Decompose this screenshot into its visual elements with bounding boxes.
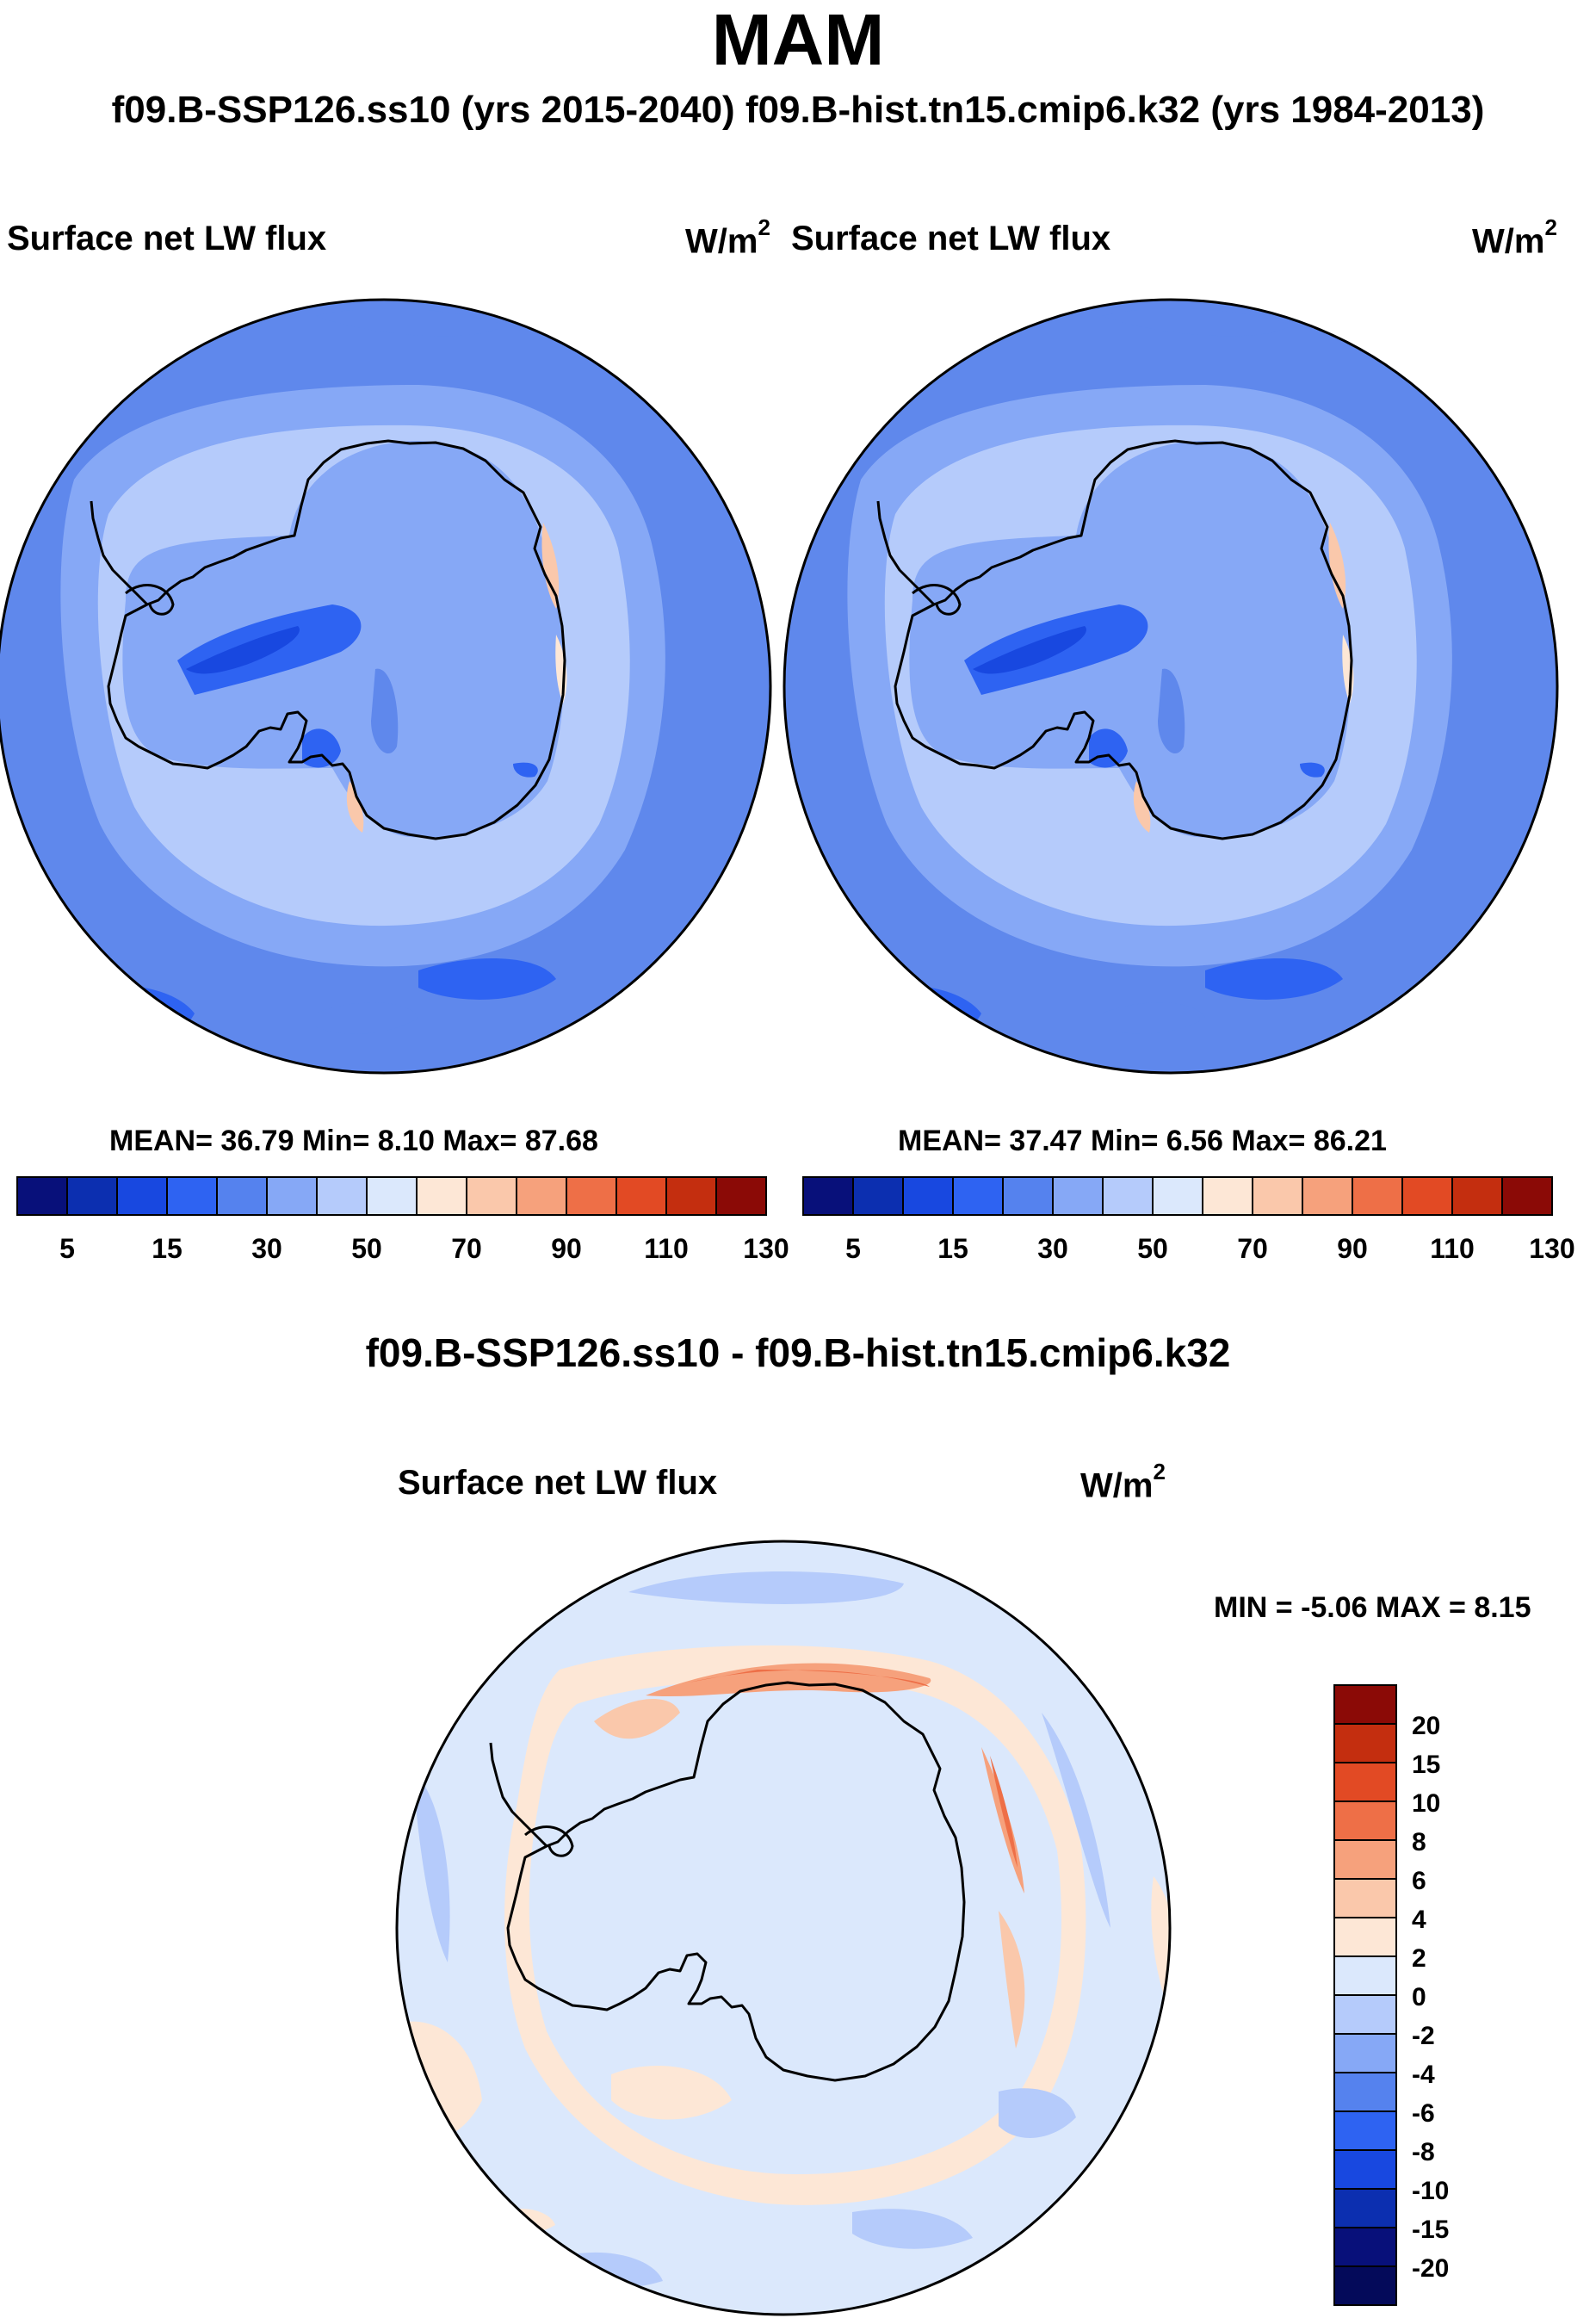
difference-colorbar-swatch-11 bbox=[1333, 2110, 1397, 2151]
difference-colorbar-swatch-1 bbox=[1333, 1723, 1397, 1763]
difference-colorbar-tick-label: 15 bbox=[1412, 1751, 1440, 1779]
difference-colorbar-tick-label: 10 bbox=[1412, 1789, 1440, 1818]
difference-colorbar-tick-label: 8 bbox=[1412, 1828, 1426, 1856]
difference-colorbar-tick-label: 2 bbox=[1412, 1944, 1426, 1973]
difference-colorbar-tick-label: -4 bbox=[1412, 2061, 1435, 2089]
difference-colorbar-tick-label: 20 bbox=[1412, 1712, 1440, 1740]
diff-variable-label: Surface net LW flux bbox=[398, 1464, 718, 1502]
panel1-units-label: W/m2 bbox=[685, 214, 770, 261]
panel2-colorbar-swatch-7 bbox=[1152, 1176, 1203, 1216]
difference-colorbar-swatch-4 bbox=[1333, 1839, 1397, 1880]
panel2-colorbar-swatch-13 bbox=[1451, 1176, 1503, 1216]
panel1-variable-label: Surface net LW flux bbox=[7, 220, 327, 257]
panel1-colorbar-swatch-6 bbox=[316, 1176, 368, 1216]
difference-colorbar-swatch-13 bbox=[1333, 2188, 1397, 2228]
difference-colorbar-tick-label: -20 bbox=[1412, 2254, 1449, 2283]
panel1-colorbar-tick-label: 50 bbox=[351, 1233, 382, 1264]
panel1-colorbar-swatch-0 bbox=[16, 1176, 68, 1216]
difference-colorbar-swatch-2 bbox=[1333, 1762, 1397, 1802]
panel1-stats: MEAN= 36.79 Min= 8.10 Max= 87.68 bbox=[109, 1125, 598, 1157]
difference-colorbar-swatch-12 bbox=[1333, 2149, 1397, 2190]
difference-title: f09.B-SSP126.ss10 - f09.B-hist.tn15.cmip… bbox=[365, 1330, 1231, 1375]
difference-colorbar-swatch-10 bbox=[1333, 2072, 1397, 2112]
panel2-colorbar-swatch-9 bbox=[1252, 1176, 1303, 1216]
main-title: MAM bbox=[711, 0, 885, 80]
panel1-map bbox=[0, 298, 772, 1075]
difference-colorbar-tick-label: -6 bbox=[1412, 2099, 1435, 2128]
difference-colorbar-swatch-7 bbox=[1333, 1955, 1397, 1996]
difference-map bbox=[395, 1540, 1172, 2316]
panel2-colorbar-tick-label: 50 bbox=[1137, 1233, 1168, 1264]
difference-colorbar-swatch-15 bbox=[1333, 2265, 1397, 2306]
panel1-colorbar-tick-label: 90 bbox=[551, 1233, 582, 1264]
panel2-map bbox=[783, 298, 1559, 1075]
panel2-colorbar-tick-label: 110 bbox=[1430, 1233, 1475, 1264]
difference-colorbar-tick-label: 0 bbox=[1412, 1983, 1426, 2011]
difference-colorbar-tick-label: -8 bbox=[1412, 2138, 1435, 2166]
panel2-colorbar-tick-label: 70 bbox=[1237, 1233, 1268, 1264]
difference-colorbar-swatch-5 bbox=[1333, 1878, 1397, 1918]
difference-colorbar-tick-label: 6 bbox=[1412, 1867, 1426, 1895]
plot-subtitle: f09.B-SSP126.ss10 (yrs 2015-2040) f09.B-… bbox=[111, 89, 1485, 131]
panel2-variable-label: Surface net LW flux bbox=[791, 220, 1111, 257]
panel1-colorbar-swatch-4 bbox=[216, 1176, 268, 1216]
panel2-colorbar: 5 15 30 50 70 90 110 130 bbox=[802, 1176, 1575, 1264]
panel1-colorbar-tick-label: 15 bbox=[152, 1233, 182, 1264]
panel2-colorbar-swatch-1 bbox=[852, 1176, 904, 1216]
panel1-colorbar-tick-label: 130 bbox=[743, 1233, 789, 1264]
panel2-colorbar-swatch-12 bbox=[1401, 1176, 1453, 1216]
difference-colorbar-tick-label: -10 bbox=[1412, 2177, 1449, 2205]
panel1-colorbar-tick-label: 30 bbox=[251, 1233, 282, 1264]
panel1-colorbar-swatch-1 bbox=[66, 1176, 118, 1216]
panel1-colorbar-tick-label: 5 bbox=[59, 1233, 75, 1264]
difference-colorbar-swatch-8 bbox=[1333, 1994, 1397, 2035]
panel1-colorbar-swatch-2 bbox=[116, 1176, 168, 1216]
panel2-colorbar-swatch-2 bbox=[902, 1176, 954, 1216]
panel2-colorbar-swatch-8 bbox=[1202, 1176, 1253, 1216]
panel2-colorbar-tick-label: 130 bbox=[1529, 1233, 1574, 1264]
difference-colorbar-tick-label: -2 bbox=[1412, 2022, 1435, 2050]
panel1-colorbar-swatch-7 bbox=[366, 1176, 418, 1216]
panel1-colorbar-tick-label: 70 bbox=[451, 1233, 482, 1264]
panel2-colorbar-swatch-4 bbox=[1002, 1176, 1054, 1216]
diff-minmax: MIN = -5.06 MAX = 8.15 bbox=[1214, 1591, 1531, 1624]
panel2-colorbar-swatch-14 bbox=[1501, 1176, 1553, 1216]
panel2-colorbar-tick-label: 90 bbox=[1337, 1233, 1368, 1264]
panel1-colorbar-swatch-10 bbox=[516, 1176, 567, 1216]
panel1-colorbar-swatch-13 bbox=[665, 1176, 717, 1216]
panel2-colorbar-swatch-3 bbox=[952, 1176, 1004, 1216]
panel2-stats: MEAN= 37.47 Min= 6.56 Max= 86.21 bbox=[898, 1125, 1387, 1157]
difference-colorbar-swatch-3 bbox=[1333, 1800, 1397, 1841]
panel1-colorbar-swatch-11 bbox=[566, 1176, 617, 1216]
panel1-colorbar-swatch-12 bbox=[616, 1176, 667, 1216]
difference-colorbar-swatch-6 bbox=[1333, 1917, 1397, 1957]
panel2-colorbar-swatch-0 bbox=[802, 1176, 854, 1216]
panel2-colorbar-tick-label: 30 bbox=[1037, 1233, 1068, 1264]
panel1-colorbar-swatch-3 bbox=[166, 1176, 218, 1216]
panel2-colorbar-swatch-5 bbox=[1052, 1176, 1104, 1216]
panel1-colorbar-swatch-14 bbox=[715, 1176, 767, 1216]
panel2-colorbar-swatch-11 bbox=[1352, 1176, 1403, 1216]
difference-colorbar-swatch-0 bbox=[1333, 1684, 1397, 1725]
difference-colorbar-tick-label: 4 bbox=[1412, 1906, 1426, 1934]
difference-colorbar-tick-label: -15 bbox=[1412, 2216, 1449, 2244]
panel2-colorbar-tick-label: 5 bbox=[845, 1233, 861, 1264]
panel1-colorbar-swatch-9 bbox=[466, 1176, 517, 1216]
panel2-colorbar-tick-label: 15 bbox=[937, 1233, 968, 1264]
difference-colorbar-swatch-9 bbox=[1333, 2033, 1397, 2073]
panel1-colorbar-swatch-5 bbox=[266, 1176, 318, 1216]
panel2-colorbar-swatch-10 bbox=[1302, 1176, 1353, 1216]
diff-units-label: W/m2 bbox=[1080, 1459, 1166, 1505]
difference-colorbar-swatch-14 bbox=[1333, 2227, 1397, 2267]
panel1-colorbar-tick-label: 110 bbox=[644, 1233, 689, 1264]
panel2-colorbar-swatch-6 bbox=[1102, 1176, 1154, 1216]
panel2-units-label: W/m2 bbox=[1472, 214, 1557, 261]
panel1-colorbar-swatch-8 bbox=[416, 1176, 467, 1216]
panel1-colorbar: 5 15 30 50 70 90 110 130 bbox=[16, 1176, 789, 1264]
